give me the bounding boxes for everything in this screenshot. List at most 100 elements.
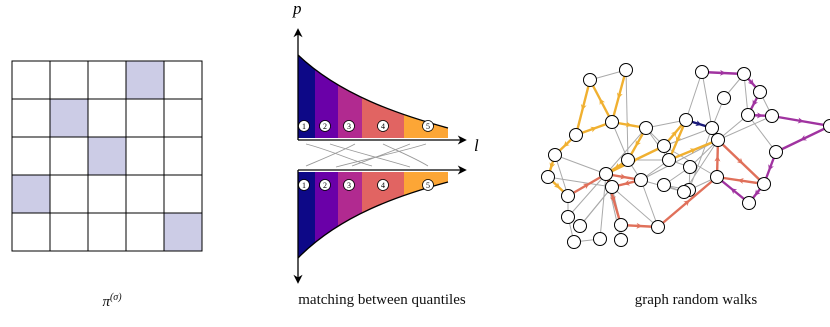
graph-node [765,109,779,123]
graph-node [657,178,671,192]
p-axis-label: p [292,0,302,18]
graph-node [561,210,575,224]
graph-node [634,173,648,187]
graph-node [717,91,731,105]
graph-node [614,233,628,247]
graph-edge [625,69,629,161]
quantile-label-circle [377,120,389,132]
graph-node [757,177,771,191]
quantile-label-circle [298,120,310,132]
walk-edge [574,79,592,136]
matrix-cell [49,212,89,252]
quantile-label-circle [298,179,310,191]
graph-caption: graph random walks [634,292,758,308]
quantile-label-circle [343,179,355,191]
matrix-cell [11,212,51,252]
bottom-quantile-labels: 1 2 3 4 5 [298,179,434,191]
matrix-cell [125,98,165,138]
graph-node [599,167,613,181]
matrix-cell [87,98,127,138]
highlighted-cell [125,60,165,100]
matrix-cell [87,60,127,100]
graph-edge [611,186,659,228]
graph-node [541,170,555,184]
quantile-label: 2 [323,122,327,131]
graph-node [823,119,830,133]
quantile-label: 3 [347,181,351,190]
graph-edges [547,69,777,243]
graph-node [742,196,756,210]
permutation-caption: π(σ) [82,292,142,311]
graph-node [605,115,619,129]
permutation-matrix [11,60,203,252]
permutation-caption-base: π [102,294,110,310]
matrix-cell [11,98,51,138]
graph-node [753,85,767,99]
matching-lines [305,143,429,168]
graph-node [593,232,607,246]
quantile-label: 1 [302,181,306,190]
quantile-label-circle [343,120,355,132]
quantile-band [298,55,315,138]
matrix-cell [11,136,51,176]
graph-node [695,65,709,79]
graph-node [769,145,783,159]
quantile-label-circle [422,120,434,132]
graph-edge [605,127,647,175]
graph-node [561,189,575,203]
graph-node [711,133,725,147]
quantile-label: 4 [381,122,385,131]
quantile-label: 4 [381,181,385,190]
graph-edge [640,179,659,228]
graph-node [657,139,671,153]
quantile-band [298,172,315,258]
l-axis-label: l [474,136,479,155]
walk-edge [588,79,614,123]
quantile-label-circle [319,120,331,132]
graph-node [683,160,697,174]
quantile-label-circle [377,179,389,191]
quantile-label: 1 [302,122,306,131]
graph-node [679,113,693,127]
matrix-cell [49,60,89,100]
graph-edge [688,127,713,191]
graph-node [569,128,583,142]
graph-edge [554,154,569,197]
quantile-label: 2 [323,181,327,190]
walk-edge [771,114,830,128]
highlighted-cell [163,212,203,252]
matrix-cell [163,136,203,176]
top-quantile-labels: 1 2 3 4 5 [298,120,434,132]
highlighted-cell [49,98,89,138]
graph-node [639,121,653,135]
matrix-cell [163,98,203,138]
quantile-label: 3 [347,122,351,131]
graph-edge [547,176,613,188]
matching-diagram: p l 1 2 3 4 5 1 2 3 4 5 [292,0,479,284]
graph-node [619,63,633,77]
graph-edge [567,173,607,218]
graph-node [741,108,755,122]
graph-edge [663,127,713,147]
graph-edge [717,115,773,141]
matrix-cell [163,60,203,100]
graph-node [705,121,719,135]
matrix-cell [11,60,51,100]
matrix-cell [125,212,165,252]
graph-node [567,235,581,249]
highlighted-cell [11,174,51,214]
graph-nodes [541,63,830,249]
walk-edge [610,69,628,123]
quantile-label-circle [319,179,331,191]
graph-node [605,180,619,194]
graph-node [710,170,724,184]
graph-node [583,73,597,87]
graph-edge [579,186,613,227]
matrix-cell [163,174,203,214]
graph-node [737,67,751,81]
matrix-cell [49,174,89,214]
graph-node [677,185,691,199]
graph-node [548,148,562,162]
graph-node [662,153,676,167]
